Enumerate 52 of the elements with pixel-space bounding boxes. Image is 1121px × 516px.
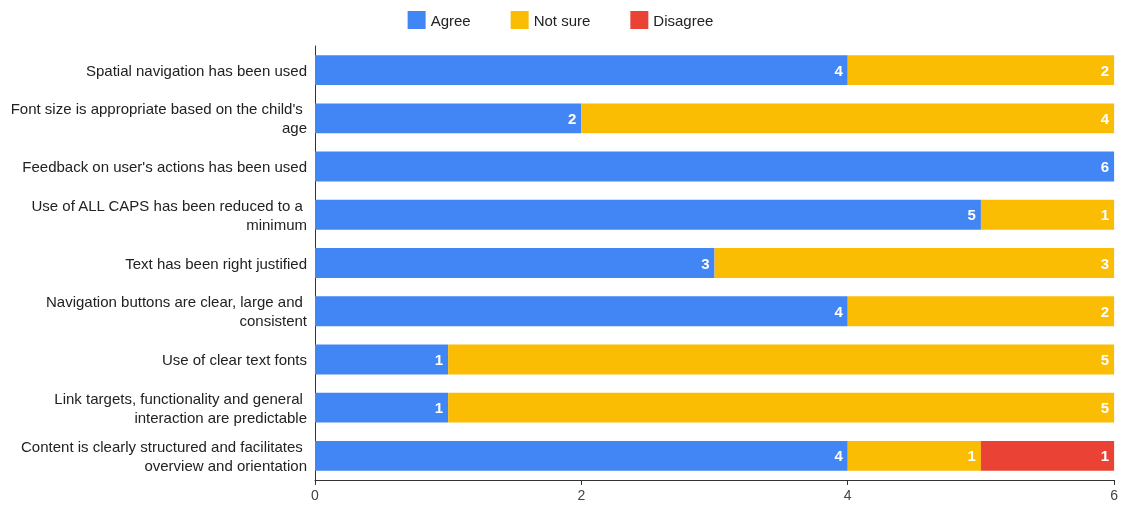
legend-label: Not sure — [533, 11, 591, 29]
bar — [847, 55, 1115, 86]
bar — [315, 344, 449, 375]
bar — [847, 296, 1115, 327]
bar — [315, 392, 449, 423]
y-tick-label: Use of clear text fonts — [161, 350, 307, 368]
bar — [980, 440, 1115, 471]
data-label: 4 — [834, 302, 844, 320]
data-label: 4 — [834, 447, 844, 465]
y-tick-label: Use of ALL CAPS has been reduced to a minimum — [31, 196, 307, 233]
data-label: 2 — [1100, 302, 1110, 320]
bar — [315, 199, 981, 230]
bar — [581, 103, 1115, 134]
bar — [315, 248, 715, 278]
bar — [315, 103, 582, 134]
x-tick-label: 6 — [1110, 487, 1119, 503]
bar — [847, 440, 981, 471]
x-tick-label: 0 — [311, 487, 320, 503]
x-tick-label: 2 — [577, 487, 586, 503]
y-tick-label: Navigation buttons are clear, large and consistent — [46, 293, 308, 330]
data-label: 4 — [1100, 109, 1110, 127]
bar — [714, 248, 1115, 278]
y-tick-label: Font size is appropriate based on the child's age — [10, 100, 307, 137]
bar — [315, 440, 848, 471]
bar — [315, 55, 848, 86]
data-label: 6 — [1100, 158, 1110, 176]
data-label: 1 — [434, 350, 444, 368]
legend-label: Agree — [430, 11, 471, 29]
bar — [315, 296, 848, 327]
bar — [448, 392, 1115, 423]
y-tick-label: Feedback on user's actions has been used — [22, 158, 307, 176]
data-label: 5 — [1100, 399, 1110, 417]
bar — [315, 151, 1115, 182]
data-label: 4 — [834, 61, 844, 79]
y-tick-label: Spatial navigation has been used — [85, 61, 307, 79]
data-label: 1 — [1100, 447, 1110, 465]
y-tick-label: Content is clearly structured and facilitates overview and orientation — [21, 437, 307, 474]
data-label: 2 — [1100, 61, 1110, 79]
data-label: 2 — [568, 109, 577, 127]
data-label: 3 — [1100, 254, 1110, 272]
x-tick-label: 4 — [843, 487, 852, 503]
data-label: 5 — [1100, 350, 1110, 368]
data-label: 1 — [967, 447, 976, 465]
y-tick-label: Link targets, functionality and general interaction are predictable — [54, 389, 307, 426]
data-label: 1 — [434, 399, 444, 417]
legend-label: Disagree — [653, 11, 714, 29]
data-label: 3 — [701, 254, 710, 272]
bar — [980, 199, 1115, 230]
data-label: 5 — [967, 206, 976, 224]
bar — [448, 344, 1115, 375]
y-tick-label: Text has been right justified — [125, 254, 307, 272]
data-label: 1 — [1100, 206, 1110, 224]
